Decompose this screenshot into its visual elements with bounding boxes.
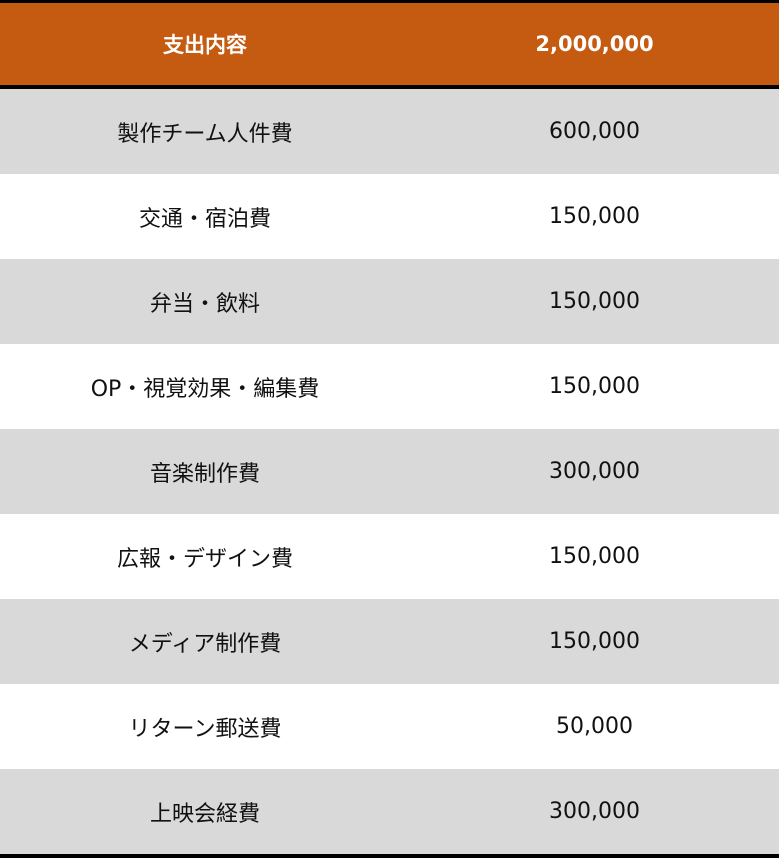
- table-row: 広報・デザイン費 150,000: [0, 514, 779, 599]
- expense-item: 広報・デザイン費: [116, 546, 293, 572]
- expense-amount: 50,000: [556, 714, 633, 739]
- table-row: 上映会経費 300,000: [0, 769, 779, 854]
- table-header: 支出内容 2,000,000: [0, 3, 779, 89]
- table-row: メディア制作費 150,000: [0, 599, 779, 684]
- table-row: OP・視覚効果・編集費 150,000: [0, 344, 779, 429]
- expense-amount: 300,000: [549, 799, 640, 824]
- expense-amount: 150,000: [549, 629, 640, 654]
- expense-item: 製作チーム人件費: [117, 121, 293, 147]
- expense-amount: 600,000: [549, 119, 640, 144]
- header-total: 2,000,000: [535, 32, 654, 56]
- expense-item: 交通・宿泊費: [138, 206, 271, 232]
- header-label: 支出内容: [163, 33, 247, 57]
- table-row: 音楽制作費 300,000: [0, 429, 779, 514]
- expense-item: リターン郵送費: [128, 716, 282, 742]
- expense-item: 音楽制作費: [149, 461, 260, 487]
- expense-item: メディア制作費: [128, 631, 282, 657]
- table-row: 製作チーム人件費 600,000: [0, 89, 779, 174]
- expense-item: 弁当・飲料: [149, 291, 260, 317]
- expense-amount: 300,000: [549, 459, 640, 484]
- expense-amount: 150,000: [549, 374, 640, 399]
- expense-item: OP・視覚効果・編集費: [90, 376, 320, 402]
- table-row: リターン郵送費 50,000: [0, 684, 779, 769]
- table-row: 弁当・飲料 150,000: [0, 259, 779, 344]
- expense-amount: 150,000: [549, 204, 640, 229]
- expense-amount: 150,000: [549, 289, 640, 314]
- expense-amount: 150,000: [549, 544, 640, 569]
- table-row: 交通・宿泊費 150,000: [0, 174, 779, 259]
- expense-item: 上映会経費: [149, 801, 260, 827]
